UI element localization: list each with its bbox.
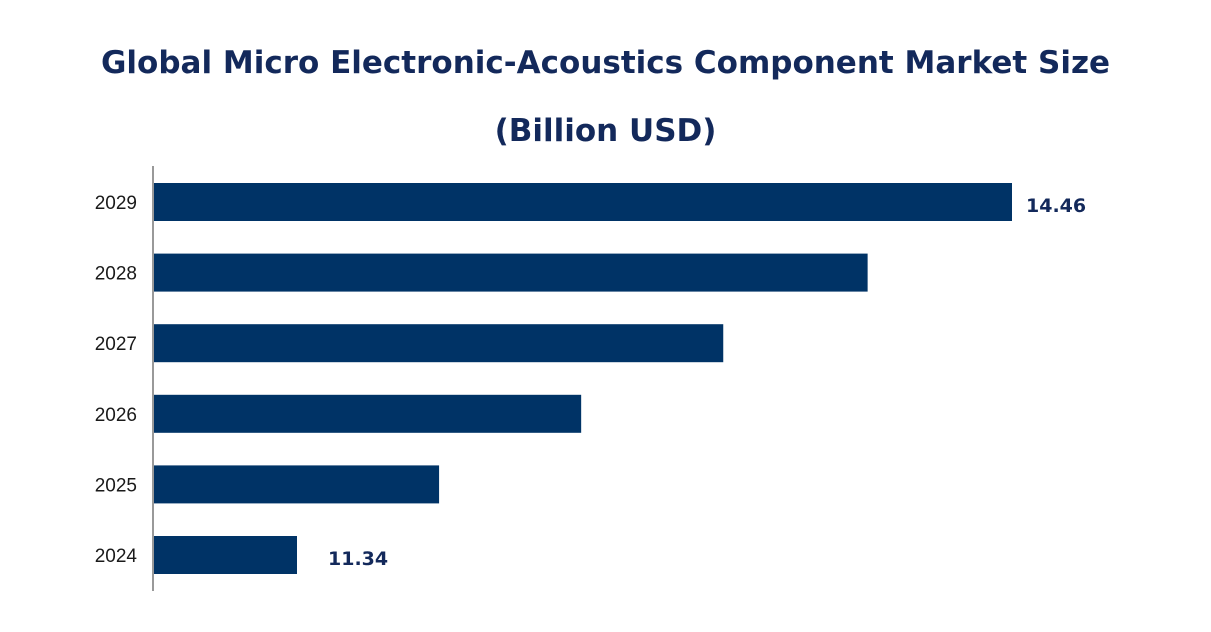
bar-2028 [154, 253, 868, 292]
category-label-2028: 2028 [95, 264, 137, 285]
bars-layer [154, 183, 1012, 574]
category-label-2027: 2027 [95, 334, 137, 355]
chart-title: Global Micro Electronic-Acoustics Compon… [100, 45, 1111, 81]
bar-2026 [154, 394, 582, 433]
value-label-2029: 14.46 [1026, 195, 1086, 217]
category-label-2029: 2029 [95, 193, 137, 214]
bar-2029 [154, 183, 1012, 221]
bar-2027 [154, 324, 724, 363]
bar-2024 [154, 536, 297, 574]
category-label-2025: 2025 [95, 475, 137, 496]
chart-subtitle: (Billion USD) [494, 113, 717, 149]
category-label-2024: 2024 [95, 546, 138, 567]
bar-2025 [154, 465, 440, 504]
value-label-2024: 11.34 [328, 548, 388, 570]
category-label-2026: 2026 [95, 405, 137, 426]
labels-layer: 2029 14.46 2028 2027 2026 2025 2024 11.34 [95, 193, 1086, 570]
